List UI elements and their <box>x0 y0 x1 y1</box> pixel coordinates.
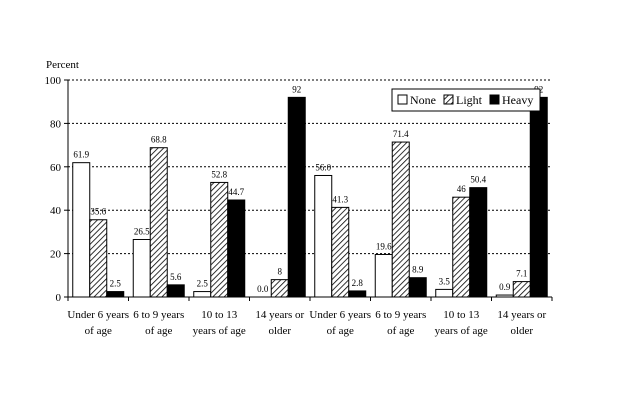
data-label: 26.5 <box>134 226 150 236</box>
bar-heavy <box>227 199 246 298</box>
bar-light <box>270 279 289 298</box>
category-label: of age <box>85 325 112 337</box>
bar-heavy <box>166 284 185 298</box>
bar-none <box>435 288 454 298</box>
category-label: older <box>510 325 533 337</box>
bar-light <box>149 147 168 298</box>
legend-box <box>391 88 541 112</box>
bar-heavy <box>348 290 367 298</box>
category-label: 10 to 13 <box>201 309 238 321</box>
data-label: 0.0 <box>257 284 269 294</box>
bar-light <box>452 196 471 298</box>
data-label: 7.1 <box>516 269 527 279</box>
bar-heavy <box>529 96 548 298</box>
category-label: Under 6 years <box>67 309 129 321</box>
category-label: older <box>268 325 291 337</box>
legend-swatch-none <box>397 94 408 105</box>
category-label: 6 to 9 years <box>133 309 184 321</box>
data-label: 19.6 <box>376 241 392 251</box>
bar-none <box>314 174 333 298</box>
category-label: 6 to 9 years <box>375 309 426 321</box>
bar-light <box>331 206 350 298</box>
bar-heavy <box>469 187 488 298</box>
data-label: 92 <box>292 84 301 94</box>
data-label: 52.8 <box>211 169 227 179</box>
y-tick-label: 40 <box>50 205 62 217</box>
bar-none <box>132 238 151 298</box>
bar-none <box>374 253 393 298</box>
data-label: 8.9 <box>412 265 424 275</box>
y-axis-label: Percent <box>46 59 79 71</box>
data-label: 61.9 <box>73 150 89 160</box>
category-label: of age <box>387 325 414 337</box>
category-label: Under 6 years <box>309 309 371 321</box>
bar-none <box>72 162 91 298</box>
category-label: 14 years or <box>255 309 304 321</box>
data-labels: 61.9 35.6 2.5 26.5 68.8 5.6 2.5 52.844.7 0.0 8 92 5… <box>73 84 543 294</box>
legend-label-heavy: Heavy <box>502 93 533 107</box>
bar-none <box>495 294 514 298</box>
legend-swatch-heavy <box>489 94 500 105</box>
bar-heavy <box>408 277 427 298</box>
y-tick-label: 100 <box>45 75 62 87</box>
y-tick-label: 80 <box>50 118 62 130</box>
data-label: 44.7 <box>228 187 244 197</box>
data-label: 71.4 <box>393 129 409 139</box>
bar-heavy <box>287 96 306 298</box>
category-label: years of age <box>435 325 488 337</box>
category-label: of age <box>327 325 354 337</box>
data-label: 8 <box>278 267 283 277</box>
legend-label-light: Light <box>456 93 483 107</box>
bar-light <box>391 141 410 298</box>
data-label: 0.9 <box>499 282 511 292</box>
data-label: 2.8 <box>352 278 364 288</box>
data-label: 46 <box>457 184 467 194</box>
data-label: 56.0 <box>315 162 331 172</box>
bar-light <box>89 219 108 298</box>
legend: None Light Heavy <box>391 88 541 112</box>
bars <box>72 96 548 298</box>
data-label: 5.6 <box>170 272 182 282</box>
category-labels: Under 6 years of age 6 to 9 years of age 10 … <box>67 309 546 337</box>
category-label: 14 years or <box>497 309 546 321</box>
category-label: of age <box>145 325 172 337</box>
category-label: years of age <box>193 325 246 337</box>
bar-light <box>210 181 229 298</box>
bar-heavy <box>106 291 125 298</box>
data-label: 2.5 <box>197 279 209 289</box>
data-label: 68.8 <box>151 135 167 145</box>
data-label: 35.6 <box>90 207 106 217</box>
data-label: 2.5 <box>110 279 122 289</box>
data-label: 3.5 <box>439 276 451 286</box>
y-tick-label: 20 <box>50 249 62 261</box>
legend-swatch-light <box>443 94 454 105</box>
legend-label-none: None <box>410 93 436 107</box>
data-label: 41.3 <box>332 194 348 204</box>
y-tick-label: 0 <box>56 292 62 304</box>
y-tick-label: 60 <box>50 162 62 174</box>
data-label: 50.4 <box>470 175 486 185</box>
category-label: 10 to 13 <box>443 309 480 321</box>
bar-none <box>193 291 212 298</box>
bar-light <box>512 281 531 298</box>
